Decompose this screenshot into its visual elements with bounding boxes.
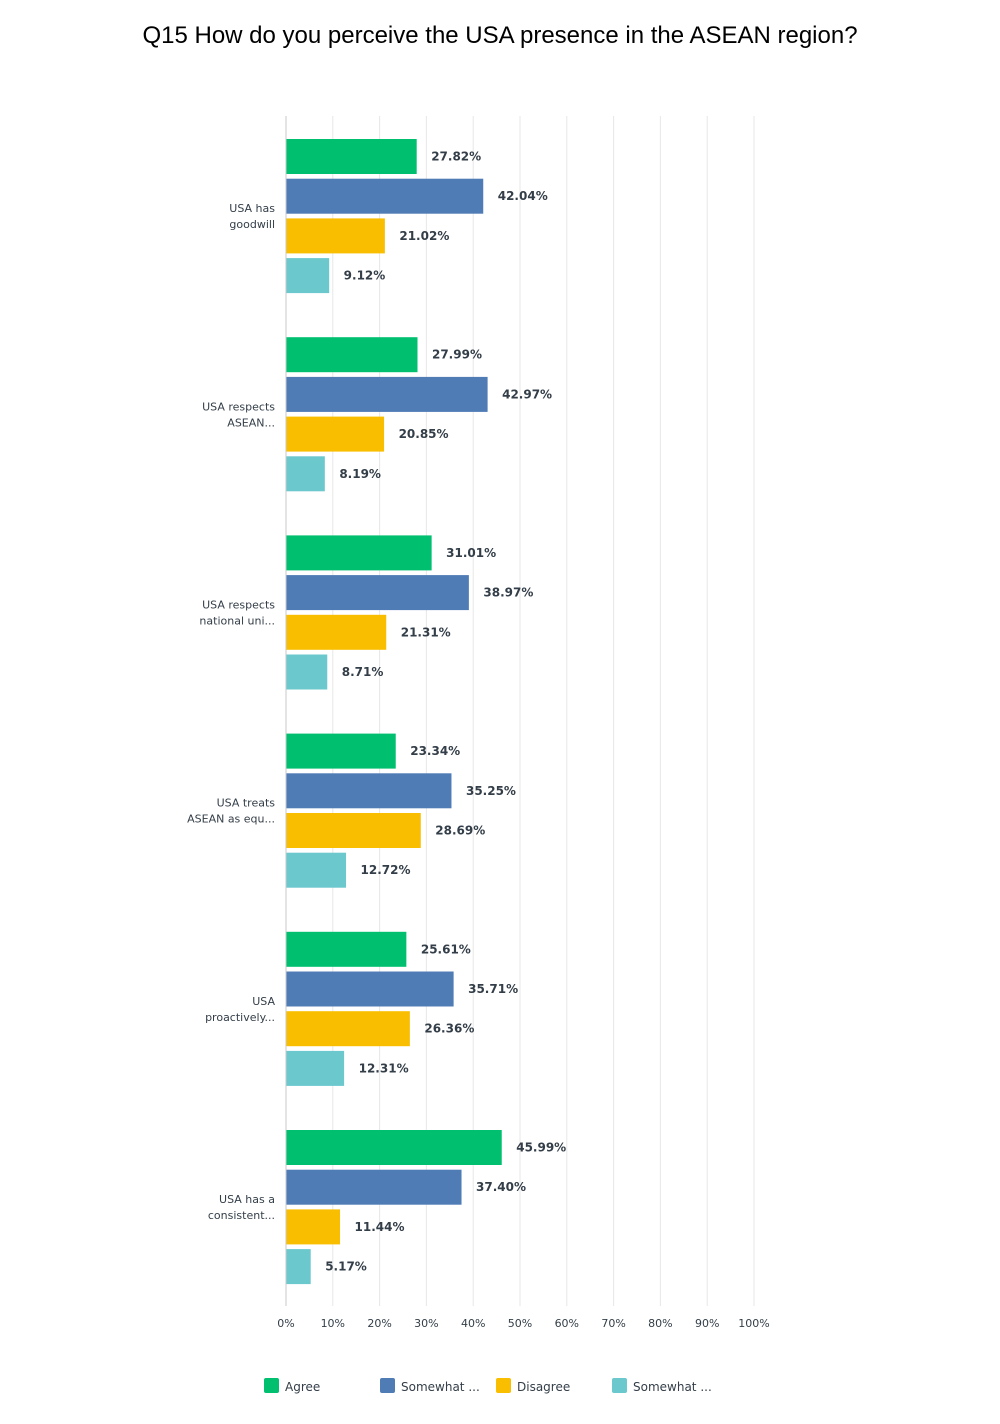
x-tick-label: 50%	[508, 1317, 532, 1330]
category-label: ASEAN...	[227, 416, 275, 429]
legend-swatch	[380, 1378, 395, 1393]
x-tick-label: 100%	[738, 1317, 769, 1330]
data-label: 21.31%	[401, 625, 451, 639]
category-label: USA	[252, 995, 275, 1008]
category-label: USA respects	[202, 598, 275, 611]
bar	[286, 1050, 345, 1086]
category-label: consistent...	[208, 1209, 275, 1222]
bar	[286, 614, 387, 650]
data-label: 35.25%	[466, 784, 516, 798]
bar	[286, 852, 347, 888]
data-label: 21.02%	[399, 229, 449, 243]
data-label: 37.40%	[476, 1180, 526, 1194]
chart-title: Q15 How do you perceive the USA presence…	[142, 22, 858, 49]
bar	[286, 1130, 502, 1165]
data-label: 8.19%	[339, 467, 381, 481]
x-tick-label: 20%	[367, 1317, 391, 1330]
category-label: USA treats	[217, 797, 276, 810]
data-label: 38.97%	[483, 586, 533, 600]
bar	[286, 416, 385, 452]
category-label: proactively...	[205, 1011, 275, 1024]
bar	[286, 1169, 462, 1205]
bar	[286, 1011, 410, 1047]
bar	[286, 535, 432, 571]
x-tick-label: 70%	[601, 1317, 625, 1330]
category-label: USA has	[229, 202, 275, 215]
x-tick-label: 90%	[695, 1317, 719, 1330]
legend-swatch	[496, 1378, 511, 1393]
x-tick-label: 0%	[277, 1317, 294, 1330]
bar	[286, 1249, 311, 1285]
legend-swatch	[264, 1378, 279, 1393]
legend-swatch	[612, 1378, 627, 1393]
bar	[286, 456, 325, 492]
legend-label: Somewhat ...	[633, 1380, 712, 1394]
bar	[286, 931, 407, 967]
category-label: USA has a	[219, 1193, 275, 1206]
bar	[286, 813, 421, 848]
data-label: 42.04%	[498, 189, 548, 203]
data-label: 45.99%	[516, 1141, 566, 1155]
data-label: 25.61%	[421, 942, 471, 956]
bar	[286, 971, 454, 1007]
data-label: 31.01%	[446, 546, 496, 560]
bar	[286, 218, 385, 254]
data-label: 11.44%	[355, 1220, 405, 1234]
data-label: 23.34%	[410, 744, 460, 758]
data-label: 8.71%	[342, 665, 384, 679]
legend-label: Somewhat ...	[401, 1380, 480, 1394]
data-label: 35.71%	[468, 982, 518, 996]
legend-label: Agree	[285, 1380, 320, 1394]
category-label: USA respects	[202, 400, 275, 413]
data-label: 9.12%	[344, 269, 386, 283]
legend-label: Disagree	[517, 1380, 570, 1394]
x-tick-label: 10%	[321, 1317, 345, 1330]
bar	[286, 337, 418, 373]
data-label: 28.69%	[435, 824, 485, 838]
bar	[286, 733, 396, 769]
bar	[286, 139, 417, 174]
data-label: 12.72%	[361, 863, 411, 877]
bar	[286, 575, 469, 611]
bar	[286, 178, 484, 214]
data-label: 27.99%	[432, 348, 482, 362]
bar	[286, 773, 452, 809]
x-tick-label: 30%	[414, 1317, 438, 1330]
bar	[286, 376, 488, 412]
category-label: ASEAN as equ...	[187, 813, 275, 826]
x-tick-label: 80%	[648, 1317, 672, 1330]
category-label: national uni...	[199, 614, 275, 627]
bar	[286, 654, 328, 690]
bar	[286, 258, 330, 294]
x-tick-label: 60%	[555, 1317, 579, 1330]
data-label: 26.36%	[424, 1022, 474, 1036]
data-label: 20.85%	[399, 427, 449, 441]
x-tick-label: 40%	[461, 1317, 485, 1330]
data-label: 12.31%	[359, 1061, 409, 1075]
data-label: 27.82%	[431, 150, 481, 164]
bar	[286, 1209, 341, 1245]
data-label: 5.17%	[325, 1260, 367, 1274]
category-label: goodwill	[229, 218, 275, 231]
data-label: 42.97%	[502, 387, 552, 401]
